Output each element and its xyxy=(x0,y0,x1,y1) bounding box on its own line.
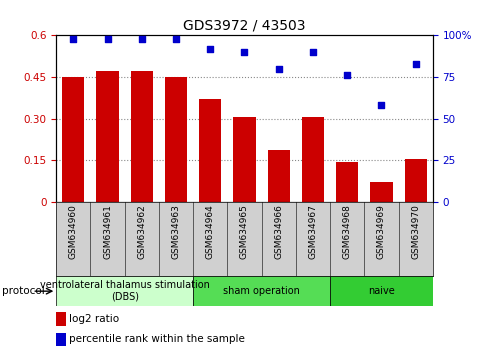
Text: GSM634968: GSM634968 xyxy=(342,204,351,259)
Bar xyxy=(164,77,187,202)
Point xyxy=(138,36,145,41)
Text: ventrolateral thalamus stimulation
(DBS): ventrolateral thalamus stimulation (DBS) xyxy=(40,280,209,302)
Bar xyxy=(267,150,289,202)
Text: log2 ratio: log2 ratio xyxy=(69,314,119,324)
Bar xyxy=(199,99,221,202)
Bar xyxy=(56,312,65,326)
Point xyxy=(172,36,180,41)
Text: GSM634964: GSM634964 xyxy=(205,204,214,259)
Text: percentile rank within the sample: percentile rank within the sample xyxy=(69,335,245,344)
Bar xyxy=(96,72,119,202)
Bar xyxy=(329,276,432,306)
Text: protocol: protocol xyxy=(2,286,45,296)
Point xyxy=(377,102,385,108)
Text: GSM634966: GSM634966 xyxy=(274,204,283,259)
Point xyxy=(240,49,248,55)
Point xyxy=(103,36,111,41)
Text: GSM634967: GSM634967 xyxy=(308,204,317,259)
Text: naive: naive xyxy=(367,286,394,296)
Point xyxy=(411,61,419,67)
Bar xyxy=(56,276,193,306)
Text: GSM634969: GSM634969 xyxy=(376,204,385,259)
Point xyxy=(274,66,282,72)
Title: GDS3972 / 43503: GDS3972 / 43503 xyxy=(183,19,305,33)
Bar xyxy=(62,77,84,202)
Bar xyxy=(369,182,392,202)
Bar xyxy=(301,117,324,202)
Text: sham operation: sham operation xyxy=(223,286,300,296)
Text: GSM634963: GSM634963 xyxy=(171,204,180,259)
Text: GSM634970: GSM634970 xyxy=(410,204,419,259)
Point xyxy=(343,73,350,78)
Bar xyxy=(56,333,65,346)
Bar xyxy=(130,72,153,202)
Point xyxy=(69,36,77,41)
Bar xyxy=(193,276,329,306)
Text: GSM634965: GSM634965 xyxy=(240,204,248,259)
Bar xyxy=(404,159,426,202)
Text: GSM634962: GSM634962 xyxy=(137,204,146,259)
Text: GSM634961: GSM634961 xyxy=(103,204,112,259)
Point xyxy=(308,49,316,55)
Bar xyxy=(233,117,255,202)
Bar xyxy=(335,161,358,202)
Text: GSM634960: GSM634960 xyxy=(69,204,78,259)
Point xyxy=(206,46,214,52)
